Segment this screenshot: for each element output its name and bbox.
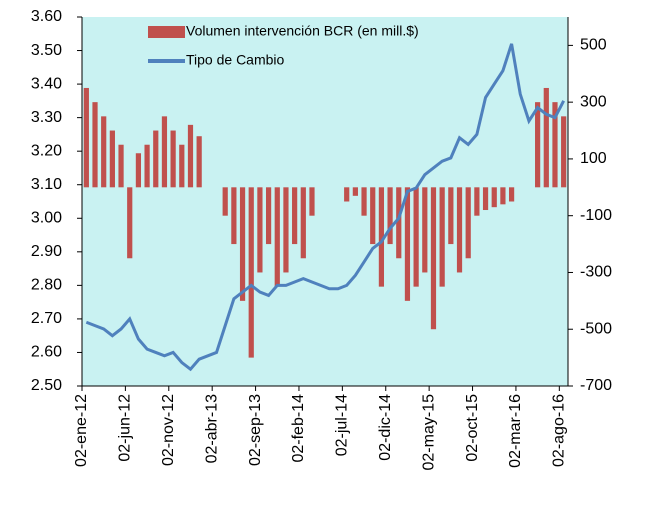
bar	[231, 187, 237, 245]
x-tick-label: 02-feb-14	[290, 394, 307, 463]
bar	[508, 187, 515, 202]
bar	[292, 187, 298, 245]
bar	[561, 116, 567, 188]
y-tick-label: 2.60	[31, 344, 62, 361]
bar	[370, 187, 376, 245]
y2-tick-label: -500	[580, 320, 612, 337]
bar	[83, 87, 89, 188]
bar	[439, 187, 445, 287]
x-tick-label: 02-jul-14	[334, 394, 351, 456]
y-tick-label: 3.00	[31, 209, 62, 226]
legend-swatch	[148, 26, 185, 38]
x-tick-label: 02-abr-13	[203, 394, 220, 463]
bar	[257, 187, 263, 273]
bar	[161, 116, 168, 188]
bar	[465, 187, 471, 259]
bar	[196, 136, 202, 188]
bar	[352, 187, 358, 196]
bar	[101, 116, 107, 188]
y2-tick-label: 300	[580, 93, 607, 110]
bar	[92, 102, 98, 188]
bar	[543, 87, 549, 188]
x-tick-label: 02-jun-12	[117, 394, 134, 462]
legend-label: Volumen intervención BCR (en mill.$)	[186, 23, 419, 39]
bar	[491, 187, 497, 208]
y-tick-label: 2.50	[31, 377, 62, 394]
x-tick-label: 02-ene-12	[73, 394, 90, 467]
x-tick-label: 02-mar-16	[507, 394, 524, 468]
bar	[127, 187, 133, 259]
legend-label: Tipo de Cambio	[186, 52, 285, 68]
line	[85, 43, 565, 372]
y-tick-label: 3.20	[31, 142, 62, 159]
y2-tick-label: -700	[580, 377, 612, 394]
bar	[222, 187, 228, 216]
y-tick-label: 3.60	[31, 8, 62, 25]
y2-tick-label: -300	[580, 264, 612, 281]
bar	[179, 144, 185, 188]
x-tick-label: 02-ago-16	[551, 394, 568, 467]
bar	[500, 187, 506, 205]
bar	[187, 124, 194, 188]
bar	[456, 187, 463, 273]
x-tick-label: 02-nov-12	[160, 394, 177, 466]
bar	[387, 187, 393, 245]
bar	[430, 187, 437, 330]
bar	[265, 187, 272, 245]
y2-tick-label: -100	[580, 207, 612, 224]
bar	[170, 130, 176, 188]
bar	[283, 187, 289, 273]
y-tick-label: 2.70	[31, 310, 62, 327]
y-tick-label: 2.80	[31, 277, 62, 294]
bar	[474, 187, 480, 216]
y2-tick-label: 500	[580, 37, 607, 54]
bar	[248, 187, 254, 358]
bar	[109, 130, 115, 188]
bar	[118, 144, 124, 188]
bar	[448, 187, 454, 245]
x-tick-label: 02-sep-13	[247, 394, 264, 466]
bar	[274, 187, 280, 287]
y-tick-label: 3.30	[31, 109, 62, 126]
y-tick-label: 3.40	[31, 75, 62, 92]
bar	[361, 187, 367, 216]
bar	[404, 187, 411, 301]
bar	[422, 187, 428, 273]
bar	[378, 187, 385, 287]
bar	[482, 187, 489, 211]
bar	[552, 102, 558, 188]
bar	[300, 187, 306, 259]
y-tick-label: 3.10	[31, 176, 62, 193]
bar	[153, 130, 159, 188]
x-tick-label: 02-dic-14	[377, 394, 394, 461]
y2-tick-label: 100	[580, 150, 607, 167]
bar	[135, 153, 142, 188]
bar	[396, 187, 402, 259]
bar	[413, 187, 419, 287]
bar	[344, 187, 350, 202]
x-tick-label: 02-may-15	[420, 394, 437, 471]
bar	[535, 102, 541, 188]
bar	[309, 187, 315, 216]
y-tick-label: 3.50	[31, 42, 62, 59]
bar	[144, 144, 150, 188]
bar	[239, 187, 246, 301]
y-tick-label: 2.90	[31, 243, 62, 260]
x-tick-label: 02-oct-15	[464, 394, 481, 462]
